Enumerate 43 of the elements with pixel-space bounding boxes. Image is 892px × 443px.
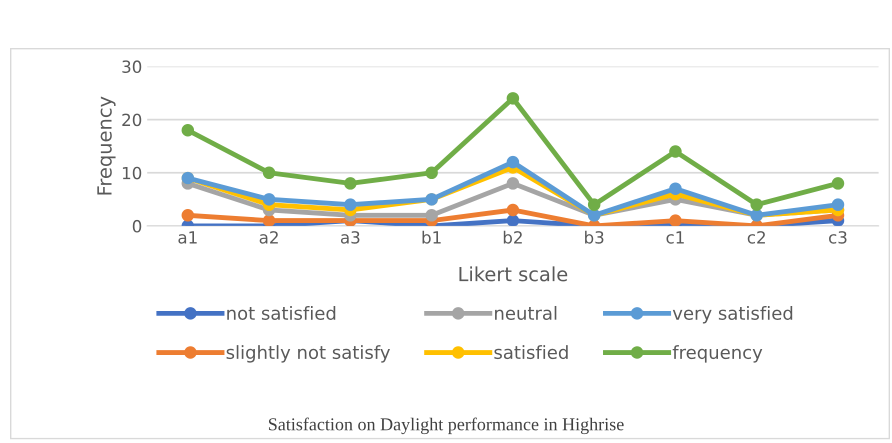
x-tick-label: c1 <box>666 231 684 244</box>
x-tick-label: a3 <box>340 231 360 244</box>
point <box>669 214 682 226</box>
x-tick-label: c3 <box>829 231 847 244</box>
x-axis-title: Likert scale <box>459 266 568 282</box>
point <box>182 209 194 222</box>
x-tick-label: b3 <box>585 230 604 244</box>
legend-label: satisfied <box>494 345 568 360</box>
legend-label: slightly not satisfy <box>226 345 390 363</box>
legend-label: frequency <box>672 345 762 363</box>
point <box>425 166 438 180</box>
point <box>506 92 520 105</box>
point <box>832 198 844 211</box>
y-tick-label: 30 <box>122 60 142 74</box>
point <box>588 198 600 211</box>
y-tick-label: 20 <box>122 114 142 126</box>
x-tick-label: b2 <box>504 230 522 244</box>
point <box>750 198 763 211</box>
legend-label: very satisfied <box>672 306 792 324</box>
x-tick-label: a1 <box>178 231 197 244</box>
text: Satisfaction on Daylight performance in Highrise <box>268 418 624 434</box>
point <box>262 214 276 226</box>
point <box>669 145 682 158</box>
point <box>506 177 520 190</box>
point <box>506 156 520 168</box>
point <box>506 204 520 216</box>
point <box>425 209 438 222</box>
y-tick-label: 0 <box>132 220 142 232</box>
x-tick-label: a2 <box>260 231 278 244</box>
point <box>506 214 520 226</box>
legend-label: not satisfied <box>227 306 336 320</box>
point <box>262 193 276 206</box>
y-tick-label: 10 <box>122 166 142 180</box>
point <box>832 177 844 190</box>
point <box>262 166 276 180</box>
point <box>344 177 357 190</box>
point <box>182 124 194 136</box>
x-tick-label: c2 <box>748 231 765 244</box>
point <box>669 182 682 195</box>
x-tick-label: b1 <box>422 230 441 244</box>
point <box>344 198 357 211</box>
y-axis-title: Frequency <box>97 96 116 195</box>
legend-label: neutral <box>495 306 556 320</box>
